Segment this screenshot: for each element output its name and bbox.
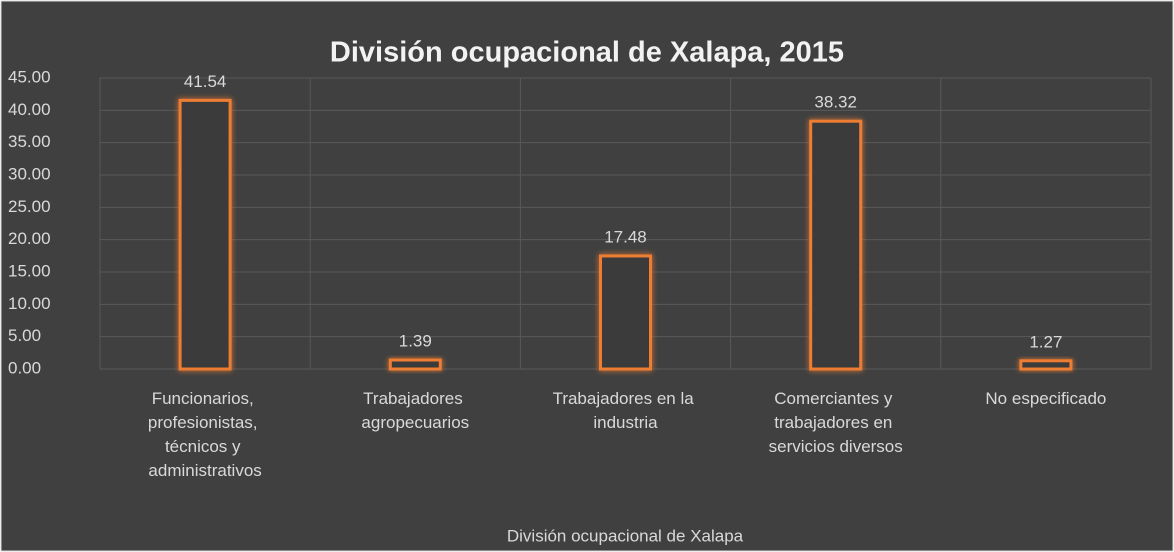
y-tick-label: 5.00	[8, 326, 41, 345]
y-tick-label: 20.00	[8, 229, 51, 248]
y-tick-label: 10.00	[8, 294, 51, 313]
y-tick-label: 15.00	[8, 261, 51, 280]
bar	[388, 358, 442, 371]
data-label: 1.27	[1029, 332, 1062, 351]
y-tick-label: 45.00	[8, 67, 51, 86]
bar	[599, 254, 652, 371]
data-label: 17.48	[604, 227, 647, 246]
bar	[809, 119, 863, 371]
x-tick-label: Funcionarios, profesionistas, técnicos y…	[148, 389, 262, 480]
x-tick-label: Trabajadores agropecuarios	[361, 389, 469, 432]
y-tick-label: 25.00	[8, 197, 51, 216]
y-tick-label: 30.00	[8, 164, 51, 183]
y-tick-label: 0.00	[8, 358, 41, 377]
bar	[178, 98, 232, 371]
data-label: 41.54	[184, 72, 227, 91]
x-tick-label: Trabajadores en la industria	[553, 389, 699, 432]
chart-title: División ocupacional de Xalapa, 2015	[330, 37, 844, 69]
data-label: 38.32	[814, 93, 857, 112]
x-tick-label: No especificado	[985, 389, 1106, 408]
y-tick-label: 35.00	[8, 132, 51, 151]
y-tick-label: 40.00	[8, 100, 51, 119]
x-axis-title: División ocupacional de Xalapa	[507, 526, 744, 545]
x-tick-label: Comerciantes y trabajadores en servicios…	[769, 389, 903, 456]
data-label: 1.39	[399, 331, 432, 350]
bar	[1019, 359, 1073, 371]
